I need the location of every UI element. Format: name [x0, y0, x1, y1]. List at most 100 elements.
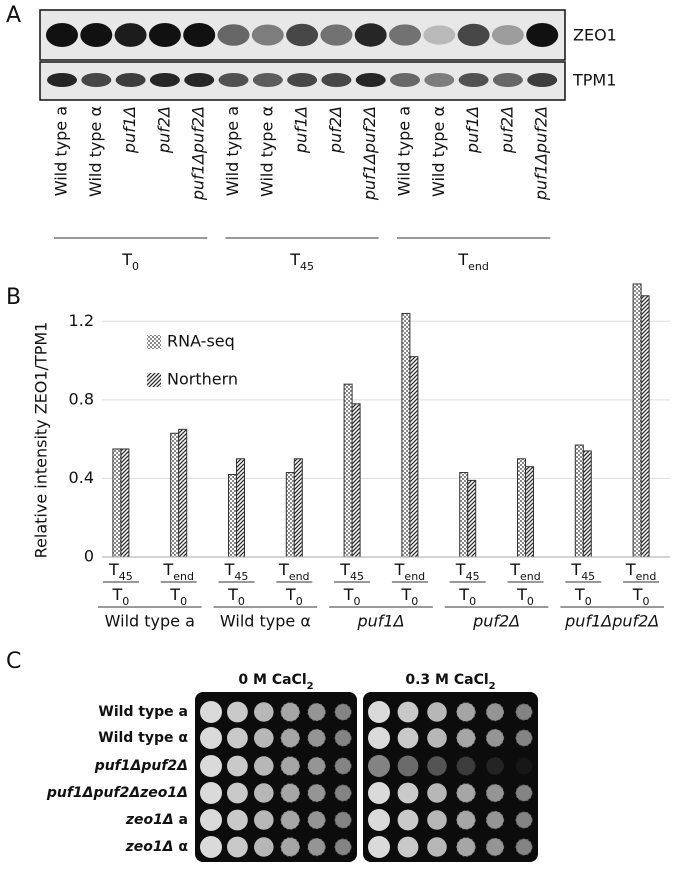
panel-label: C — [6, 649, 21, 674]
band — [389, 24, 421, 46]
strain-part: zeo1Δ — [125, 839, 174, 855]
spot — [485, 810, 505, 830]
text-base: T — [574, 585, 585, 604]
band — [81, 73, 112, 87]
text-base: T — [394, 560, 405, 579]
spot — [307, 756, 326, 776]
text-sub: 45 — [350, 570, 364, 583]
bar — [409, 356, 419, 558]
group-label: puf1Δpuf2Δ — [564, 612, 659, 631]
x-tick-label: T45 — [570, 560, 595, 583]
bar — [640, 295, 650, 558]
bar — [632, 283, 642, 558]
spot — [280, 837, 300, 857]
band — [526, 23, 559, 47]
spot — [200, 755, 222, 777]
strain-label: puf1Δpuf2Δzeo1Δ — [46, 785, 188, 801]
text-sub: 0 — [238, 595, 245, 608]
spot — [427, 810, 447, 830]
group-label: Wild type α — [220, 612, 311, 631]
x-tick-label: Tend — [509, 560, 541, 583]
text-base: T — [509, 560, 520, 579]
text-sub: 45 — [234, 570, 248, 583]
lane-label: Wild type a — [223, 106, 242, 196]
spot — [227, 809, 248, 831]
bar — [120, 448, 130, 558]
lane-label: puf1Δpuf2Δ — [189, 106, 208, 201]
band — [149, 73, 180, 87]
y-tick-label: 0.8 — [69, 389, 94, 408]
spot — [307, 837, 326, 857]
text-sub: 0 — [180, 595, 187, 608]
spot — [280, 810, 300, 830]
x-tick-label: T45 — [108, 560, 133, 583]
text-base: T — [401, 585, 412, 604]
legend-label: Northern — [167, 370, 238, 389]
band — [287, 73, 318, 87]
text-sub: end — [468, 260, 489, 273]
spot — [253, 837, 274, 857]
lane-label: puf1Δpuf2Δ — [360, 106, 379, 201]
plate-title: 0.3 M CaCl2 — [405, 672, 495, 692]
spot — [227, 755, 248, 777]
x-tick-label: T0 — [632, 585, 650, 608]
text-sub: end — [404, 570, 425, 583]
text-base: T — [278, 560, 289, 579]
spot — [485, 783, 505, 803]
plate-title: 0 M CaCl2 — [238, 672, 313, 692]
spot — [200, 809, 222, 831]
spot — [200, 782, 222, 804]
spot — [515, 703, 533, 721]
spot — [427, 702, 447, 722]
group-label: T0 — [121, 250, 139, 273]
text-sub: 0 — [469, 595, 476, 608]
x-tick-label: T0 — [458, 585, 476, 608]
spot — [280, 702, 300, 722]
band — [390, 73, 420, 87]
spot — [307, 783, 326, 803]
strain-label: Wild type a — [98, 704, 188, 720]
text-sub: 0 — [132, 260, 139, 273]
text-base: T — [343, 585, 354, 604]
legend-swatch — [147, 335, 161, 349]
band — [424, 73, 455, 87]
y-tick-label: 0 — [84, 547, 94, 566]
x-tick-label: Tend — [278, 560, 310, 583]
spot — [427, 756, 447, 776]
x-tick-label: T0 — [169, 585, 187, 608]
text-sub: end — [636, 570, 657, 583]
spot — [515, 757, 533, 775]
text-base: T — [169, 585, 180, 604]
spot — [456, 837, 476, 857]
bar — [112, 448, 122, 558]
spot — [334, 811, 352, 829]
text-base: T — [112, 585, 123, 604]
x-tick-label: T0 — [401, 585, 419, 608]
bar — [228, 474, 237, 558]
bar — [574, 444, 584, 558]
x-tick-label: Tend — [625, 560, 657, 583]
bar — [525, 466, 534, 558]
spot — [515, 729, 533, 747]
band — [423, 25, 456, 45]
legend-label: RNA-seq — [167, 332, 235, 351]
strain-label: zeo1Δ a — [125, 812, 188, 828]
text-base: T — [224, 560, 235, 579]
spot — [253, 756, 274, 776]
spot — [485, 837, 505, 857]
band — [148, 23, 181, 47]
band — [47, 73, 77, 87]
blot-label: ZEO1 — [573, 26, 617, 45]
spot — [280, 728, 300, 748]
text-sub: 2 — [489, 681, 496, 692]
text-base: T — [455, 560, 466, 579]
band — [320, 24, 353, 46]
band — [492, 73, 523, 87]
spot — [368, 836, 390, 858]
x-tick-label: T45 — [455, 560, 480, 583]
y-tick-label: 0.4 — [69, 468, 94, 487]
lane-label: puf2Δ — [154, 106, 173, 154]
text-sub: 0 — [296, 595, 303, 608]
bar — [467, 479, 477, 558]
strain-label: zeo1Δ α — [125, 839, 189, 855]
